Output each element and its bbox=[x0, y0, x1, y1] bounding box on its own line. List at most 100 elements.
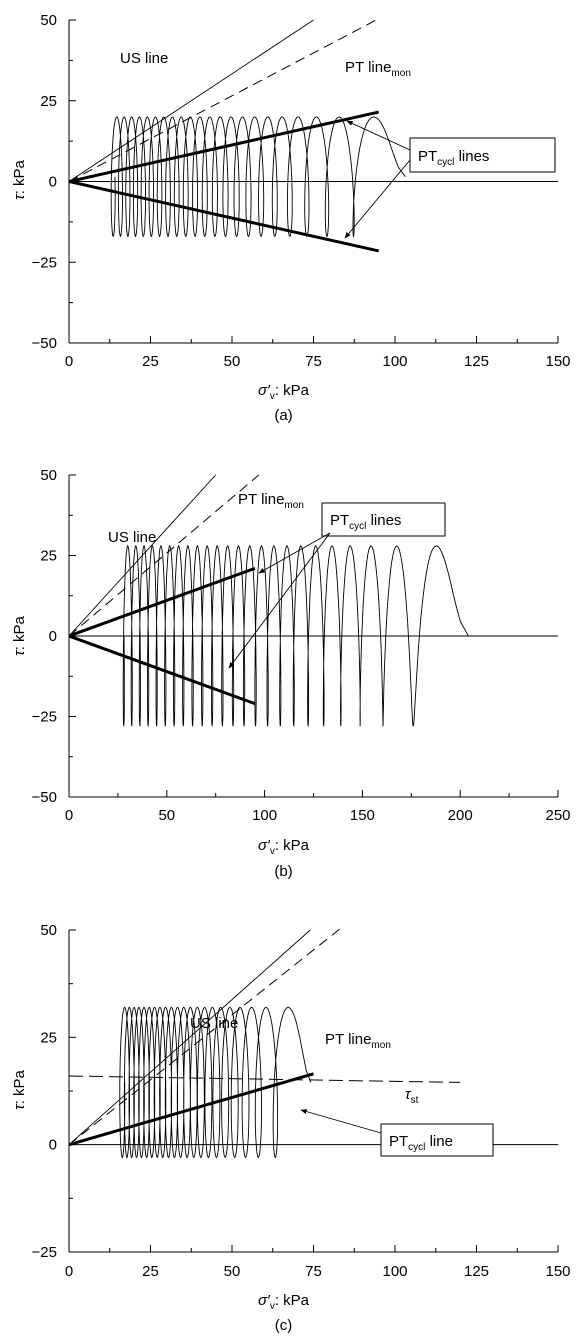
pt-cycl-main: PT bbox=[389, 1133, 408, 1150]
series-line-mon bbox=[69, 474, 260, 637]
y-tick-label: 25 bbox=[40, 548, 57, 565]
y-tick-label: −50 bbox=[32, 789, 57, 806]
series-line-cycl bbox=[69, 180, 380, 253]
panel-label: (a) bbox=[274, 407, 292, 424]
x-tick-label: 50 bbox=[224, 1263, 241, 1280]
y-tick-label: 50 bbox=[40, 12, 57, 29]
x-tick-label: 25 bbox=[142, 1263, 159, 1280]
y-axis-unit: : kPa bbox=[11, 615, 28, 650]
x-axis-symbol: σ′ bbox=[258, 382, 271, 399]
x-tick-label: 100 bbox=[382, 353, 407, 370]
series-line-usline bbox=[69, 929, 311, 1146]
series-line-usline bbox=[69, 19, 314, 182]
pt-mon-label: PT linemon bbox=[238, 491, 304, 511]
series-line-cycl bbox=[69, 1072, 314, 1147]
x-tick-label: 75 bbox=[305, 353, 322, 370]
pt-mon-sub: mon bbox=[371, 1040, 390, 1051]
x-tick-label: 100 bbox=[252, 807, 277, 824]
x-axis-symbol: σ′ bbox=[258, 1292, 271, 1309]
x-axis-title: σ′v: kPa bbox=[258, 382, 310, 402]
pt-mon-main: PT line bbox=[325, 1031, 371, 1048]
series-line-cycl bbox=[69, 110, 380, 183]
x-tick-label: 100 bbox=[382, 1263, 407, 1280]
panel-label: (b) bbox=[274, 863, 292, 880]
cyclic-stress-path bbox=[110, 116, 406, 239]
pt-cycl-main: PT bbox=[418, 148, 437, 165]
x-axis-unit: : kPa bbox=[275, 1292, 310, 1309]
y-tick-label: 0 bbox=[49, 1137, 57, 1154]
x-axis-unit: : kPa bbox=[275, 837, 310, 854]
tau-st-sub: st bbox=[411, 1095, 419, 1106]
plot-area bbox=[69, 474, 469, 727]
y-tick-label: 0 bbox=[49, 174, 57, 191]
y-axis-symbol: τ bbox=[11, 193, 28, 200]
pt-cycl-tail: line bbox=[425, 1133, 453, 1150]
y-tick-label: −25 bbox=[32, 1244, 57, 1261]
pt-mon-sub: mon bbox=[284, 500, 303, 511]
x-tick-label: 0 bbox=[65, 807, 73, 824]
x-axis-symbol: σ′ bbox=[258, 837, 271, 854]
tau-st-label: τst bbox=[405, 1086, 419, 1106]
x-tick-label: 200 bbox=[448, 807, 473, 824]
y-tick-label: 50 bbox=[40, 467, 57, 484]
y-tick-label: 25 bbox=[40, 1029, 57, 1046]
pt-mon-sub: mon bbox=[391, 68, 410, 79]
y-tick-label: −50 bbox=[32, 335, 57, 352]
x-tick-label: 150 bbox=[545, 353, 570, 370]
y-tick-label: 50 bbox=[40, 922, 57, 939]
us-line-label: US line bbox=[120, 50, 168, 67]
x-axis-subscript: v bbox=[270, 391, 275, 402]
x-tick-label: 250 bbox=[545, 807, 570, 824]
pt-mon-main: PT line bbox=[345, 59, 391, 76]
y-axis-symbol: τ bbox=[11, 649, 28, 656]
x-tick-label: 0 bbox=[65, 1263, 73, 1280]
panel-label: (c) bbox=[275, 1317, 293, 1334]
x-axis-subscript: v bbox=[270, 846, 275, 857]
cyclic-stress-path bbox=[122, 544, 469, 727]
pt-cycl-main: PT bbox=[330, 512, 349, 529]
x-tick-label: 150 bbox=[350, 807, 375, 824]
series-line-cycl bbox=[69, 634, 256, 706]
us-line-label: US line bbox=[190, 1015, 238, 1032]
x-tick-label: 50 bbox=[224, 353, 241, 370]
us-line-label: US line bbox=[108, 529, 156, 546]
pt-cycl-label-box bbox=[409, 137, 556, 173]
y-axis-title: τ: kPa bbox=[11, 159, 28, 199]
tau-st-main: τ bbox=[405, 1086, 412, 1103]
y-tick-label: −25 bbox=[32, 254, 57, 271]
series-line-st bbox=[69, 1075, 461, 1083]
plot-area bbox=[69, 18, 406, 253]
x-tick-label: 0 bbox=[65, 353, 73, 370]
pt-cycl-sub: cycl bbox=[349, 521, 366, 532]
cyclic-stress-path bbox=[119, 1006, 312, 1159]
annotation-arrow bbox=[344, 159, 411, 239]
pt-mon-label: PT linemon bbox=[345, 59, 411, 79]
x-tick-label: 125 bbox=[464, 1263, 489, 1280]
y-axis-symbol: τ bbox=[11, 1103, 28, 1110]
series-line-usline bbox=[69, 474, 217, 637]
plot-area bbox=[69, 928, 461, 1159]
y-tick-label: 25 bbox=[40, 93, 57, 110]
pt-cycl-label: PTcycl lines bbox=[330, 512, 401, 532]
annotation-arrow bbox=[300, 1109, 382, 1134]
pt-cycl-label-box bbox=[321, 502, 446, 537]
x-axis-title: σ′v: kPa bbox=[258, 1292, 310, 1312]
series-line-mon bbox=[69, 928, 342, 1146]
y-axis-unit: : kPa bbox=[11, 159, 28, 194]
pt-cycl-label: PTcycl line bbox=[389, 1133, 453, 1153]
y-axis-unit: : kPa bbox=[11, 1069, 28, 1104]
x-tick-label: 50 bbox=[158, 807, 175, 824]
y-tick-label: 0 bbox=[49, 628, 57, 645]
pt-mon-main: PT line bbox=[238, 491, 284, 508]
y-axis-title: τ: kPa bbox=[11, 1069, 28, 1109]
series-line-mon bbox=[69, 18, 382, 182]
x-axis-title: σ′v: kPa bbox=[258, 837, 310, 857]
pt-cycl-sub: cycl bbox=[437, 157, 454, 168]
pt-mon-label: PT linemon bbox=[325, 1031, 391, 1051]
pt-cycl-tail: lines bbox=[366, 512, 401, 529]
y-tick-label: −25 bbox=[32, 709, 57, 726]
pt-cycl-label-box bbox=[380, 1123, 494, 1157]
